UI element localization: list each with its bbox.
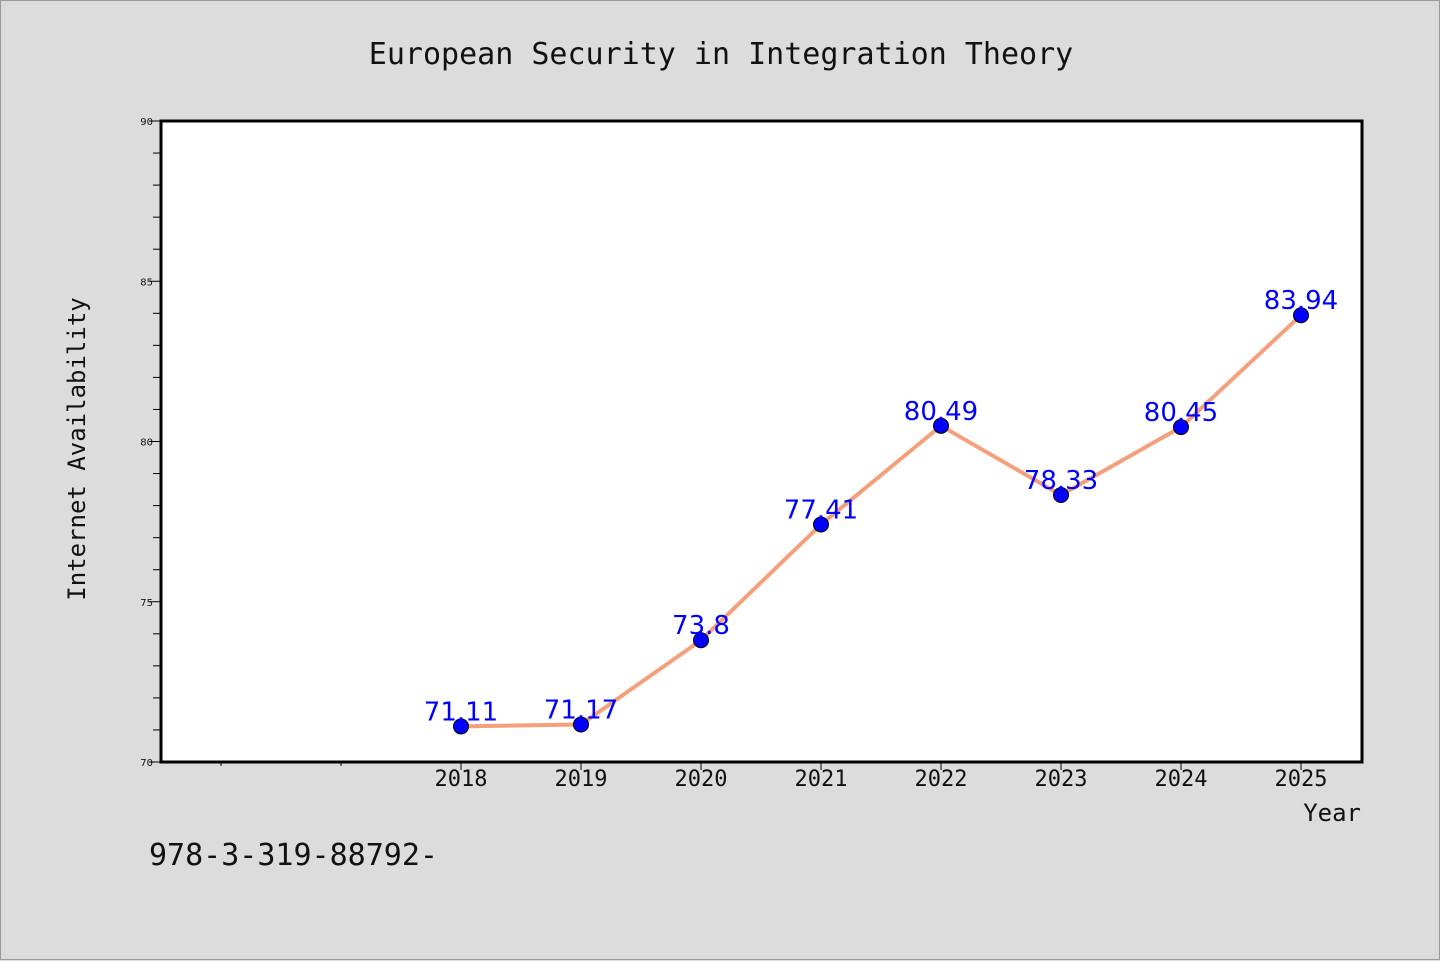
data-label: 78.33 bbox=[1024, 466, 1098, 496]
x-tick-label: 2024 bbox=[1155, 767, 1208, 792]
y-axis-label: Internet Availability bbox=[63, 297, 91, 600]
y-axis: 70 75 80 85 90 bbox=[140, 117, 161, 769]
data-label: 83.94 bbox=[1264, 286, 1338, 316]
y-tick-label: 80 bbox=[140, 438, 153, 449]
x-tick-label: 2020 bbox=[675, 767, 728, 792]
data-label: 80.45 bbox=[1144, 398, 1218, 428]
plot-area bbox=[159, 119, 1364, 764]
data-label: 73.8 bbox=[672, 611, 730, 641]
y-tick-label: 90 bbox=[140, 117, 153, 128]
data-point-marker bbox=[1293, 307, 1309, 324]
x-axis: 2018 2019 2020 2021 2022 2023 2024 2025 bbox=[220, 762, 1328, 792]
data-label: 71.17 bbox=[544, 696, 618, 726]
y-tick-label: 85 bbox=[140, 277, 153, 288]
data-point-marker bbox=[693, 632, 709, 649]
chart-title: European Security in Integration Theory bbox=[369, 37, 1073, 72]
x-axis-label: Year bbox=[1303, 799, 1361, 827]
data-label: 77.41 bbox=[784, 496, 858, 526]
data-label: 80.49 bbox=[904, 397, 978, 427]
data-point-marker bbox=[1173, 419, 1189, 436]
series-line bbox=[459, 313, 1303, 729]
x-tick-label: 2022 bbox=[915, 767, 968, 792]
x-tick-label: 2025 bbox=[1275, 767, 1328, 792]
data-point-marker bbox=[453, 718, 469, 735]
data-point-marker bbox=[933, 417, 949, 434]
x-tick-label: 2019 bbox=[555, 767, 608, 792]
y-tick-label: 75 bbox=[140, 598, 153, 609]
y-tick-label: 70 bbox=[140, 758, 153, 769]
series-group: 71.11 71.17 73.8 77.41 80.49 78.33 80.45 83.94 bbox=[424, 286, 1338, 735]
x-tick-label: 2023 bbox=[1035, 767, 1088, 792]
x-tick-label: 2018 bbox=[435, 767, 488, 792]
x-tick-label: 2021 bbox=[795, 767, 848, 792]
footer-isbn-text: 978-3-319-88792- bbox=[149, 838, 438, 873]
data-point-marker bbox=[1053, 487, 1069, 504]
data-label: 71.11 bbox=[424, 697, 498, 727]
data-point-marker bbox=[573, 716, 589, 733]
data-point-marker bbox=[813, 516, 829, 533]
